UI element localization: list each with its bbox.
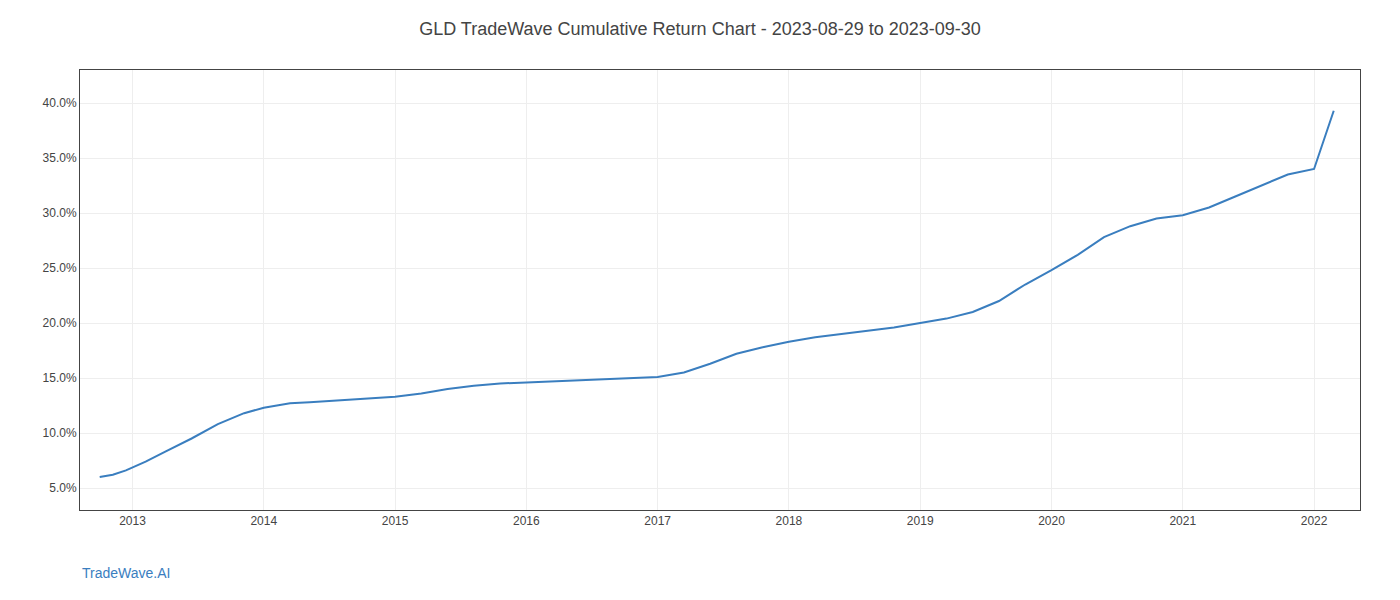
svg-text:2014: 2014 [250,514,277,528]
svg-text:2020: 2020 [1038,514,1065,528]
svg-text:GLD TradeWave Cumulative Retur: GLD TradeWave Cumulative Return Chart - … [419,19,981,39]
svg-text:40.0%: 40.0% [43,96,77,110]
svg-text:2016: 2016 [513,514,540,528]
svg-text:2018: 2018 [776,514,803,528]
svg-text:2021: 2021 [1169,514,1196,528]
svg-text:5.0%: 5.0% [49,481,77,495]
svg-text:20.0%: 20.0% [43,316,77,330]
svg-text:2019: 2019 [907,514,934,528]
svg-text:TradeWave.AI: TradeWave.AI [82,565,170,581]
svg-text:2015: 2015 [382,514,409,528]
svg-text:2013: 2013 [119,514,146,528]
svg-text:2017: 2017 [644,514,671,528]
svg-text:15.0%: 15.0% [43,371,77,385]
svg-text:10.0%: 10.0% [43,426,77,440]
svg-text:2022: 2022 [1301,514,1328,528]
svg-text:30.0%: 30.0% [43,206,77,220]
svg-text:25.0%: 25.0% [43,261,77,275]
svg-text:35.0%: 35.0% [43,151,77,165]
